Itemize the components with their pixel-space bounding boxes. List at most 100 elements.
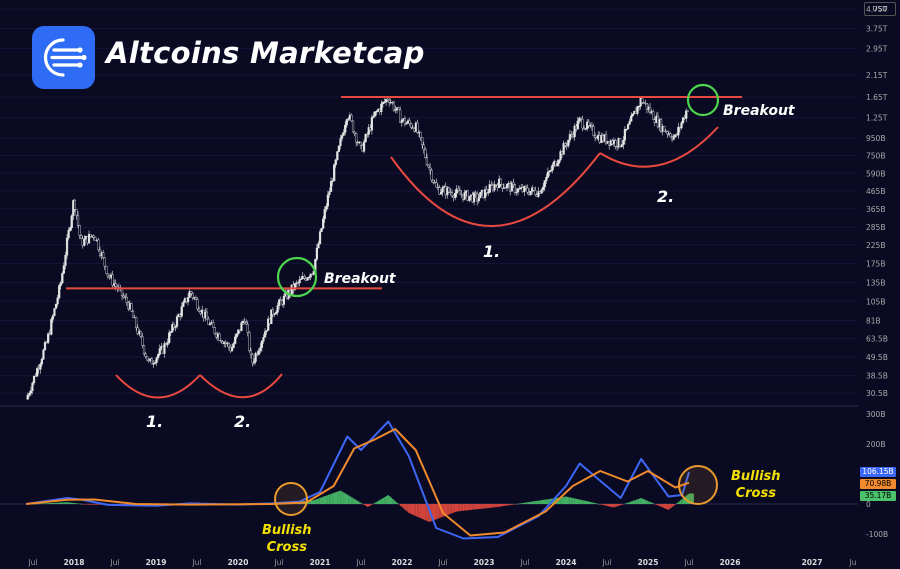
histogram-bar	[88, 504, 91, 505]
candle-body	[551, 164, 554, 171]
histogram-bar	[311, 500, 314, 504]
histogram-bar	[359, 502, 361, 504]
histogram-bar	[509, 504, 512, 505]
macd-tick-label: -100B	[866, 530, 888, 539]
candle-body	[303, 276, 306, 279]
candle-body	[270, 309, 273, 324]
histogram-bar	[54, 502, 56, 504]
histogram-bar	[473, 504, 476, 510]
histogram-bar	[376, 501, 378, 504]
histogram-bar	[390, 497, 393, 504]
histogram-bar	[38, 503, 41, 505]
histogram-bar	[421, 504, 424, 520]
pattern-arc-1a	[115, 374, 201, 399]
histogram-bar	[585, 500, 587, 504]
histogram-bar	[656, 504, 658, 505]
histogram-bar	[398, 504, 400, 505]
currency-button[interactable]: USD	[864, 2, 896, 16]
histogram-bar	[480, 504, 482, 509]
histogram-bar	[546, 499, 548, 504]
candle-body	[28, 393, 31, 396]
histogram-bar	[582, 500, 584, 504]
macd-line	[26, 420, 690, 540]
price-tick-label: 175B	[866, 259, 885, 268]
candle-body	[386, 99, 389, 101]
histogram-bar	[329, 494, 331, 504]
histogram-bar	[607, 504, 609, 507]
candle-body	[47, 333, 50, 343]
time-tick-label: 2022	[392, 558, 413, 567]
histogram-bar	[77, 503, 80, 505]
candle-body	[355, 133, 358, 143]
histogram-bar	[629, 501, 631, 504]
candle-body	[240, 322, 243, 332]
histogram-bar	[377, 500, 380, 504]
candle-body	[29, 390, 32, 394]
breakout-label-1: Breakout	[324, 271, 396, 287]
price-tick-label: 4.75T	[866, 5, 888, 14]
candle-body	[235, 333, 238, 338]
histogram-bar	[467, 504, 470, 511]
histogram-bar	[558, 497, 561, 504]
histogram-bar	[531, 501, 534, 504]
price-tick-label: 81B	[866, 317, 881, 326]
histogram-bar	[491, 504, 493, 508]
candle-body	[435, 182, 438, 188]
histogram-bar	[351, 497, 353, 504]
histogram-bar	[645, 500, 647, 504]
time-tick-label: 2023	[474, 558, 495, 567]
histogram-bar	[340, 490, 342, 504]
candle-body	[40, 359, 43, 365]
candle-body	[593, 135, 597, 138]
histogram-bar	[418, 504, 421, 518]
candle-body	[672, 136, 675, 140]
histogram-bar	[538, 500, 540, 504]
candle-body	[267, 318, 270, 331]
candle-body	[454, 193, 457, 198]
candle-body	[476, 193, 479, 202]
histogram-bar	[536, 500, 539, 504]
candle-body	[421, 137, 424, 146]
candle-body	[592, 126, 595, 136]
candle-body	[248, 332, 251, 351]
histogram-bar	[313, 499, 316, 504]
candle-body	[103, 257, 106, 267]
candle-body	[510, 182, 513, 192]
histogram-bar	[385, 496, 388, 504]
price-tick-label: 105B	[866, 297, 885, 306]
histogram-bar	[344, 493, 347, 504]
candle-body	[604, 134, 608, 144]
candle-body	[513, 184, 517, 193]
histogram-bar	[76, 503, 78, 504]
candle-body	[410, 123, 413, 128]
candle-body	[306, 277, 309, 281]
candle-body	[439, 192, 443, 195]
histogram-bar	[487, 504, 490, 508]
candle-body	[564, 143, 567, 146]
candle-body	[351, 120, 355, 133]
candle-body	[174, 326, 177, 328]
candle-body	[581, 118, 584, 129]
histogram-bar	[492, 504, 495, 508]
network-lines-icon	[43, 38, 87, 77]
histogram-bar	[420, 504, 422, 519]
breakout-circle-1	[276, 256, 318, 298]
histogram-bar	[51, 503, 53, 504]
histogram-bar	[590, 502, 592, 504]
candle-body	[205, 311, 208, 320]
histogram-bar	[513, 504, 515, 505]
candle-body	[322, 218, 325, 229]
candle-body	[499, 178, 502, 185]
histogram-bar	[409, 504, 411, 514]
candle-body	[265, 330, 268, 332]
histogram-bar	[560, 497, 562, 504]
candle-body	[331, 180, 334, 182]
candle-body	[67, 230, 70, 239]
candle-body	[76, 214, 80, 226]
histogram-bar	[357, 501, 360, 504]
histogram-bar	[497, 504, 499, 507]
histogram-bar	[69, 502, 72, 504]
histogram-bar	[486, 504, 488, 509]
candle-body	[340, 135, 344, 139]
candle-body	[130, 303, 133, 312]
